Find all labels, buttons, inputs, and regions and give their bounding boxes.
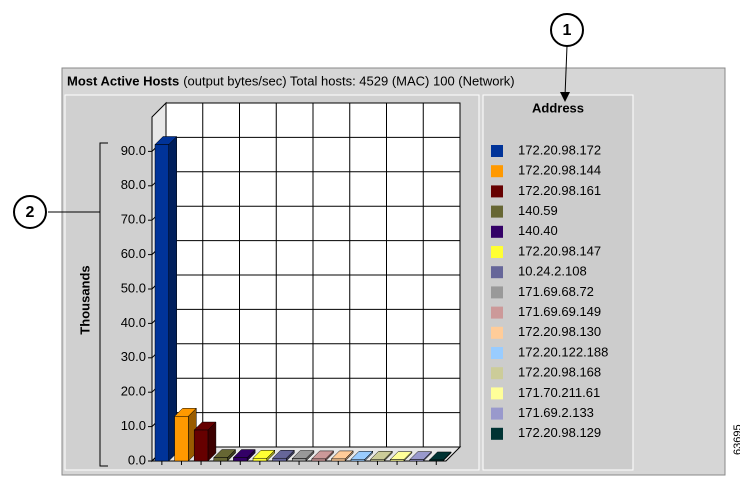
bar bbox=[429, 459, 444, 462]
y-tick-label: 90.0 bbox=[121, 143, 146, 158]
legend-label: 140.40 bbox=[518, 223, 558, 238]
legend-swatch bbox=[491, 326, 503, 339]
bar bbox=[174, 416, 189, 462]
legend-label: 172.20.98.144 bbox=[518, 163, 601, 178]
bar bbox=[389, 459, 405, 462]
legend-label: 171.70.211.61 bbox=[518, 385, 600, 400]
legend-swatch bbox=[491, 367, 503, 380]
legend-swatch bbox=[491, 347, 503, 359]
legend-swatch bbox=[491, 407, 503, 420]
bar bbox=[409, 459, 424, 462]
bar bbox=[252, 457, 267, 462]
y-tick-label: 20.0 bbox=[121, 384, 146, 399]
legend-swatch bbox=[491, 205, 503, 218]
legend-panel bbox=[482, 94, 634, 471]
legend-label: 171.69.68.72 bbox=[518, 284, 594, 299]
y-axis-label: Thousands bbox=[77, 265, 92, 334]
legend-swatch bbox=[491, 165, 503, 178]
legend-swatch bbox=[491, 306, 503, 319]
bar bbox=[311, 458, 326, 462]
legend-swatch bbox=[491, 246, 503, 258]
legend-swatch bbox=[491, 225, 503, 238]
legend-label: 10.24.2.108 bbox=[518, 264, 587, 279]
y-tick-label: 70.0 bbox=[121, 212, 146, 227]
legend-label: 172.20.122.188 bbox=[518, 344, 608, 359]
bar bbox=[193, 429, 209, 462]
legend-label: 172.20.98.168 bbox=[518, 365, 601, 380]
bar bbox=[370, 459, 385, 462]
y-tick-label: 0.0 bbox=[128, 452, 146, 467]
bar bbox=[272, 457, 287, 462]
legend-swatch bbox=[491, 266, 503, 279]
callout-label: 1 bbox=[563, 22, 572, 39]
bar bbox=[233, 457, 248, 462]
callout-circle bbox=[13, 195, 47, 229]
y-tick-label: 40.0 bbox=[121, 315, 146, 330]
legend-label: 172.20.98.172 bbox=[518, 142, 601, 157]
legend-label: 172.20.98.161 bbox=[518, 183, 601, 198]
bar-side bbox=[168, 135, 177, 462]
chart-subtitle: (output bytes/sec) Total hosts: 4529 (MA… bbox=[183, 73, 514, 88]
y-tick-label: 50.0 bbox=[121, 280, 146, 295]
bar bbox=[350, 459, 365, 462]
bar bbox=[291, 458, 307, 462]
callout-label: 2 bbox=[26, 204, 35, 221]
legend-swatch bbox=[491, 286, 503, 299]
legend-label: 171.69.69.149 bbox=[518, 304, 601, 319]
legend-swatch bbox=[491, 145, 503, 157]
y-tick-label: 60.0 bbox=[121, 246, 146, 261]
callout-circle bbox=[550, 13, 584, 47]
chart-title: Most Active Hosts bbox=[67, 73, 179, 88]
callout-leader bbox=[564, 45, 568, 97]
figure-id: 63695 bbox=[732, 424, 740, 455]
axis-bracket bbox=[99, 142, 108, 467]
legend-label: 172.20.98.129 bbox=[518, 425, 601, 440]
bar bbox=[331, 458, 346, 462]
y-tick-label: 10.0 bbox=[121, 418, 146, 433]
y-tick-label: 30.0 bbox=[121, 349, 146, 364]
legend-label: 172.20.98.130 bbox=[518, 324, 601, 339]
bar bbox=[154, 144, 169, 462]
legend-swatch bbox=[491, 387, 503, 400]
callout-arrow bbox=[560, 92, 570, 102]
y-tick-label: 80.0 bbox=[121, 177, 146, 192]
bar bbox=[213, 457, 228, 462]
legend-swatch bbox=[491, 427, 503, 440]
legend-swatch bbox=[491, 185, 503, 198]
legend-label: 140.59 bbox=[518, 203, 558, 218]
legend-label: 172.20.98.147 bbox=[518, 243, 601, 258]
legend-label: 171.69.2.133 bbox=[518, 405, 594, 420]
legend-title: Address bbox=[532, 100, 584, 115]
